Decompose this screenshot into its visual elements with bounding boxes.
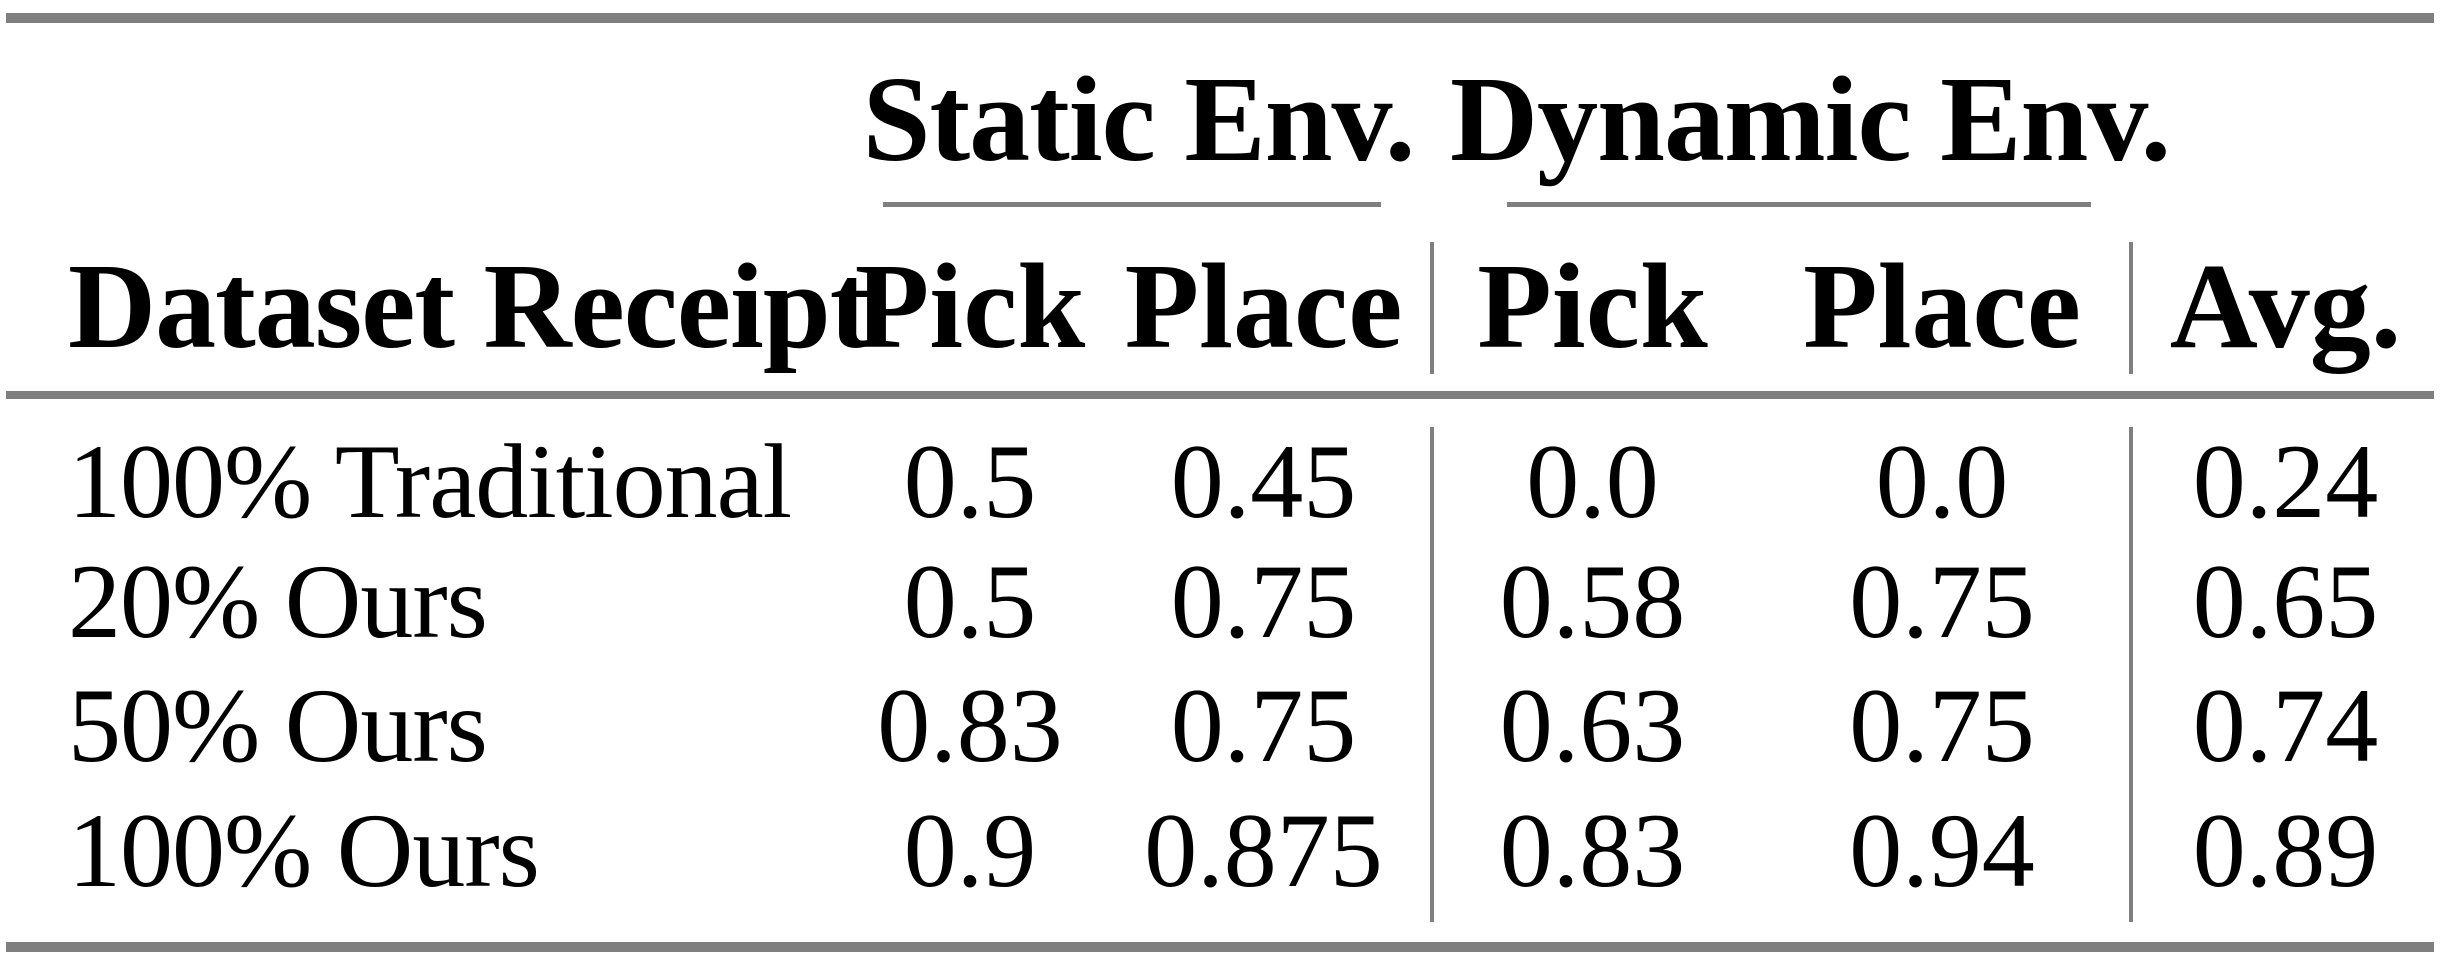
vertical-separator-static-dynamic-upper	[1430, 242, 1434, 374]
cell-dynamic-pick: 0.63	[1499, 667, 1686, 784]
cell-dynamic-pick: 0.58	[1499, 543, 1686, 660]
cell-dynamic-place: 0.94	[1849, 792, 2035, 909]
cmidrule-dynamic-env	[1507, 202, 2091, 207]
vertical-separator-avg-lower	[2129, 427, 2133, 922]
cell-static-pick: 0.5	[903, 423, 1037, 540]
cell-avg: 0.89	[2192, 792, 2379, 909]
bottom-rule	[6, 942, 2434, 952]
cell-static-pick: 0.5	[903, 543, 1037, 660]
vertical-separator-static-dynamic-lower	[1430, 427, 1434, 922]
column-header-static-place: Place	[1124, 239, 1403, 374]
cell-dynamic-place: 0.75	[1849, 543, 2035, 660]
column-header-static-pick: Pick	[854, 239, 1086, 374]
table-row: 100% Ours 0.9 0.875 0.83 0.94 0.89	[0, 791, 2440, 911]
cell-static-place: 0.875	[1144, 792, 1383, 909]
row-label: 100% Ours	[68, 792, 540, 909]
column-header-dataset-receipt: Dataset Receipt	[68, 239, 870, 374]
cell-static-place: 0.75	[1170, 543, 1357, 660]
header-separator-rule	[6, 391, 2434, 399]
table-row: 20% Ours 0.5 0.75 0.58 0.75 0.65	[0, 542, 2440, 662]
cell-avg: 0.24	[2192, 423, 2379, 540]
group-header-dynamic-env: Dynamic Env.	[1450, 52, 2171, 187]
cell-dynamic-place: 0.0	[1875, 423, 2009, 540]
cell-dynamic-place: 0.75	[1849, 667, 2035, 784]
cell-static-place: 0.45	[1170, 423, 1357, 540]
cell-static-pick: 0.83	[877, 667, 1063, 784]
cell-dynamic-pick: 0.83	[1499, 792, 1686, 909]
column-header-dynamic-place: Place	[1803, 239, 2081, 374]
cell-avg: 0.74	[2192, 667, 2379, 784]
row-label: 50% Ours	[68, 667, 488, 784]
row-label: 100% Traditional	[68, 423, 792, 540]
cell-dynamic-pick: 0.0	[1526, 423, 1659, 540]
group-header-static-env: Static Env.	[862, 52, 1416, 187]
top-rule	[6, 13, 2434, 23]
table-row: 50% Ours 0.83 0.75 0.63 0.75 0.74	[0, 666, 2440, 786]
column-header-dynamic-pick: Pick	[1477, 239, 1708, 374]
cell-avg: 0.65	[2192, 543, 2379, 660]
cell-static-place: 0.75	[1170, 667, 1357, 784]
vertical-separator-avg-upper	[2129, 242, 2133, 374]
cmidrule-static-env	[883, 202, 1381, 207]
column-header-avg: Avg.	[2169, 239, 2402, 374]
column-header-row: Dataset Receipt Pick Place Pick Place Av…	[0, 232, 2440, 382]
cell-static-pick: 0.9	[903, 792, 1037, 909]
table-row: 100% Traditional 0.5 0.45 0.0 0.0 0.24	[0, 422, 2440, 542]
row-label: 20% Ours	[68, 543, 488, 660]
